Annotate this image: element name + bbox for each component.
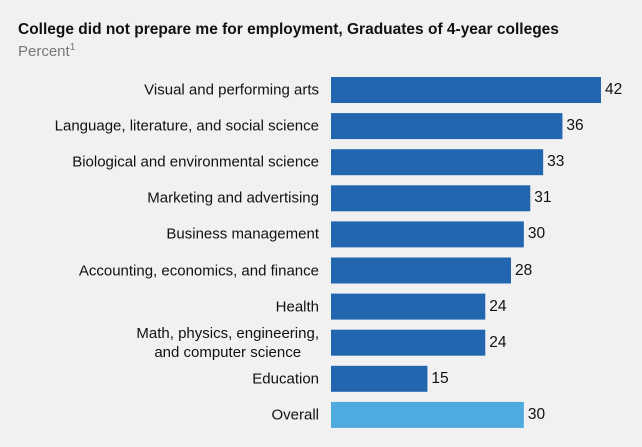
category-label: Marketing and advertising <box>147 189 319 207</box>
value-label: 30 <box>527 225 546 243</box>
bar <box>331 257 511 284</box>
footnote-marker: 1 <box>69 42 76 53</box>
value-label: 31 <box>534 189 552 207</box>
bar <box>331 365 428 392</box>
value-label: 15 <box>431 369 449 387</box>
bar <box>331 329 486 356</box>
category-label: Education <box>252 370 319 388</box>
category-label: Health <box>275 298 319 316</box>
category-label: Visual and performing arts <box>144 81 319 99</box>
category-label: Accounting, economics, and finance <box>78 262 319 279</box>
value-label: 24 <box>489 333 507 351</box>
value-label: 24 <box>489 297 507 315</box>
bar <box>331 77 601 103</box>
subtitle-text: Percent <box>18 43 70 60</box>
category-label: Math, physics, engineering, and computer… <box>136 324 319 361</box>
category-label: Overall <box>271 406 319 424</box>
category-label: Biological and environmental science <box>72 153 319 171</box>
category-label: Language, literature, and social science <box>54 117 319 135</box>
chart-subtitle: Percent1 <box>18 42 75 60</box>
value-label: 28 <box>515 261 533 279</box>
value-label: 36 <box>566 117 584 135</box>
value-label: 42 <box>605 81 623 98</box>
chart-title: College did not prepare me for employmen… <box>18 21 559 38</box>
bar <box>331 185 531 212</box>
bar <box>331 113 563 140</box>
value-label: 30 <box>527 405 546 423</box>
bar <box>331 293 486 320</box>
category-label: Business management <box>166 225 319 243</box>
bar <box>331 401 524 428</box>
bar <box>331 149 544 176</box>
value-label: 33 <box>547 153 565 171</box>
bar <box>331 221 524 248</box>
